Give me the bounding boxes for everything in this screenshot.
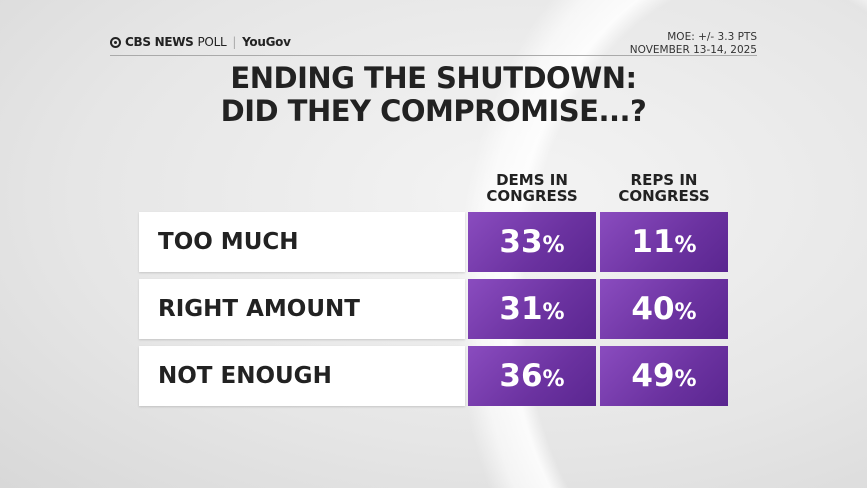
value-cell: 31% bbox=[468, 279, 596, 339]
value-cell: 40% bbox=[600, 279, 728, 339]
cbs-eye-icon bbox=[110, 36, 121, 48]
table-row: NOT ENOUGH 36% 49% bbox=[139, 346, 728, 406]
brand-suffix: POLL bbox=[197, 35, 227, 49]
value: 31 bbox=[499, 291, 543, 327]
moe: MOE: +/- 3.3 PTS bbox=[667, 31, 757, 43]
poll-dates: NOVEMBER 13-14, 2025 bbox=[629, 44, 757, 56]
value: 40 bbox=[631, 291, 675, 327]
brand: CBS NEWS bbox=[125, 35, 194, 49]
percent-sign: % bbox=[542, 367, 565, 392]
poll-meta: MOE: +/- 3.3 PTS NOVEMBER 13-14, 2025 bbox=[630, 31, 757, 57]
percent-sign: % bbox=[674, 233, 697, 258]
value-cell: 33% bbox=[468, 212, 596, 272]
page-title: ENDING THE SHUTDOWN: DID THEY COMPROMISE… bbox=[0, 62, 867, 128]
value: 11 bbox=[631, 224, 675, 260]
row-label: TOO MUCH bbox=[139, 212, 465, 272]
percent-sign: % bbox=[674, 367, 697, 392]
value: 36 bbox=[499, 358, 543, 394]
header-divider bbox=[110, 55, 757, 56]
cbs-news-poll-logo: CBS NEWS POLL | YouGov bbox=[110, 35, 291, 49]
value: 33 bbox=[499, 224, 543, 260]
percent-sign: % bbox=[674, 300, 697, 325]
table-row: RIGHT AMOUNT 31% 40% bbox=[139, 279, 728, 339]
table-row: TOO MUCH 33% 11% bbox=[139, 212, 728, 272]
value: 49 bbox=[631, 358, 675, 394]
row-label: NOT ENOUGH bbox=[139, 346, 465, 406]
value-cell: 11% bbox=[600, 212, 728, 272]
logo-separator: | bbox=[232, 35, 237, 49]
partner-logo: YouGov bbox=[242, 35, 291, 49]
column-header: REPS IN CONGRESS bbox=[618, 171, 710, 205]
percent-sign: % bbox=[542, 233, 565, 258]
percent-sign: % bbox=[542, 300, 565, 325]
row-label: RIGHT AMOUNT bbox=[139, 279, 465, 339]
column-header: DEMS IN CONGRESS bbox=[486, 171, 578, 205]
title-line-2: DID THEY COMPROMISE...? bbox=[220, 94, 647, 128]
title-line-1: ENDING THE SHUTDOWN: bbox=[230, 61, 637, 95]
value-cell: 36% bbox=[468, 346, 596, 406]
value-cell: 49% bbox=[600, 346, 728, 406]
